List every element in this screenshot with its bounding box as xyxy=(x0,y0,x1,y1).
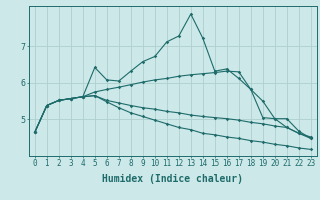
X-axis label: Humidex (Indice chaleur): Humidex (Indice chaleur) xyxy=(102,174,243,184)
